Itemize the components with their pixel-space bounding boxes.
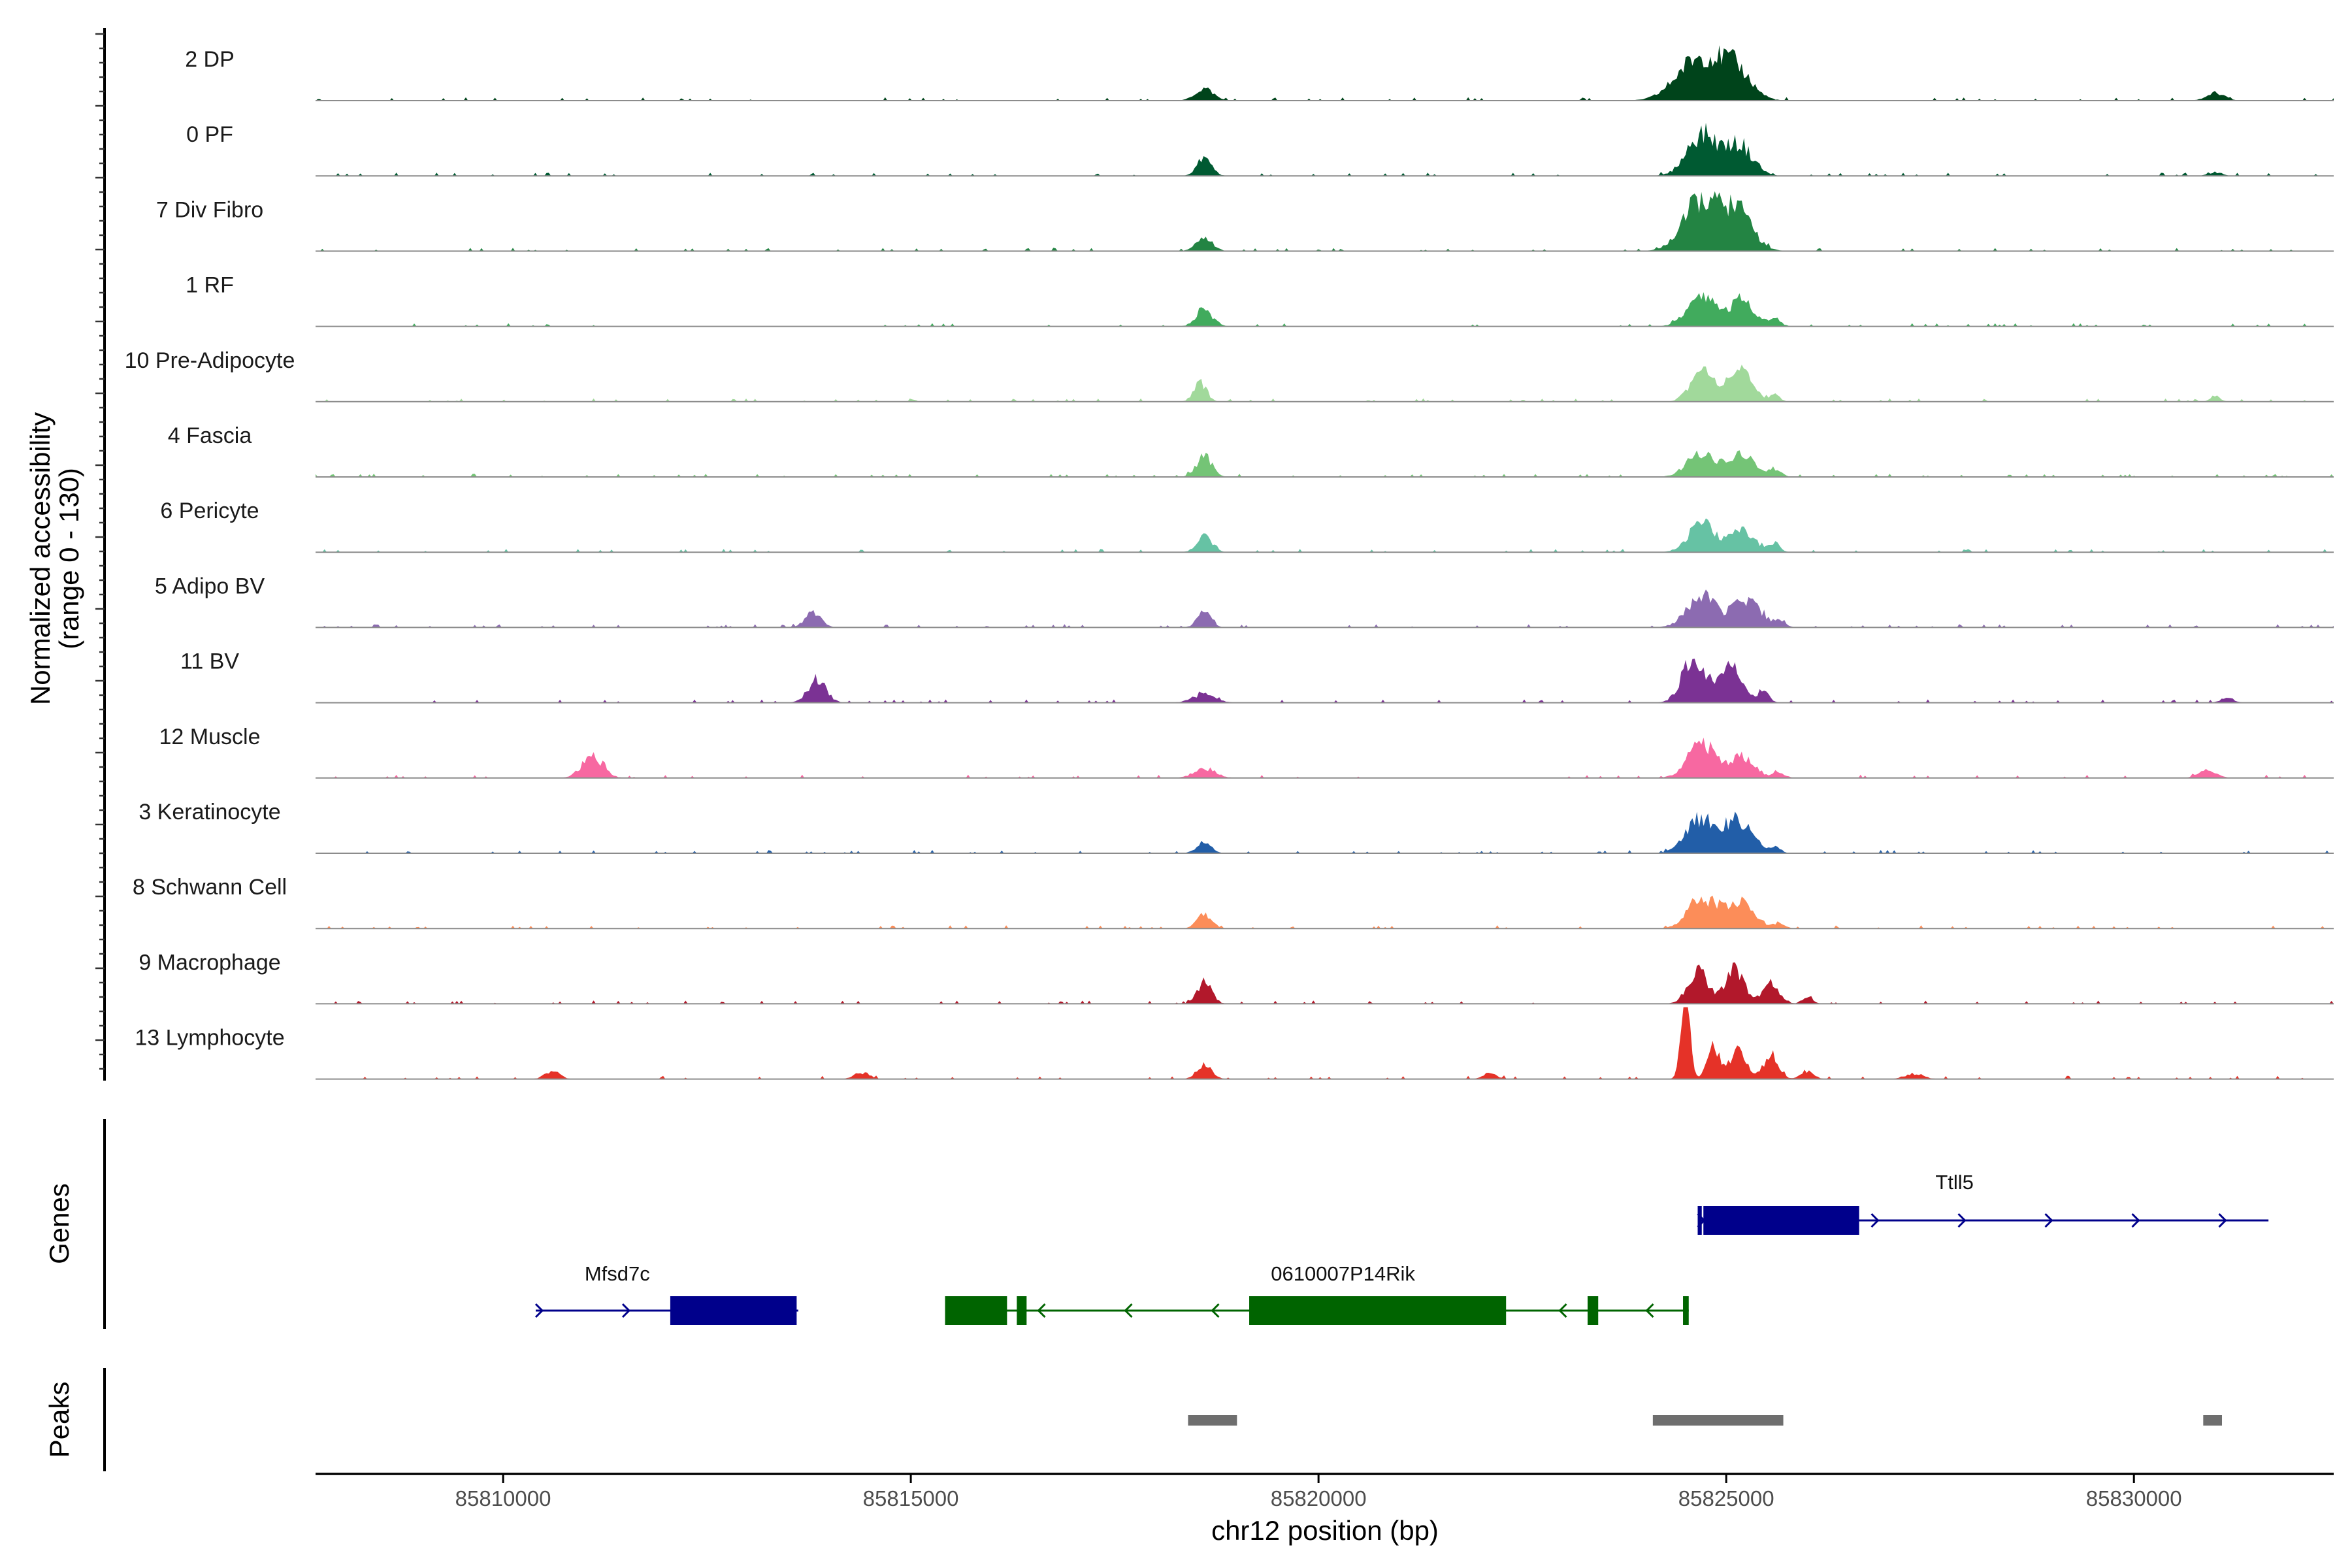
track-11: 3 Keratinocyte (139, 800, 2334, 854)
exon (1697, 1206, 1702, 1235)
strand-chevron (1957, 1213, 1967, 1228)
strand-chevron (1645, 1303, 1654, 1318)
track-label: 8 Schwann Cell (133, 875, 287, 900)
gene-label: 0610007P14Rik (1271, 1262, 1415, 1285)
strand-chevron (1558, 1303, 1567, 1318)
track-label: 12 Muscle (159, 725, 261, 749)
accessibility-range: (range 0 - 130) (54, 468, 84, 649)
gene-label: Ttll5 (1935, 1171, 1974, 1194)
track-label: 9 Macrophage (139, 950, 280, 975)
track-2: 0 PF (186, 122, 2334, 177)
track-label: 3 Keratinocyte (139, 800, 280, 825)
strand-chevron (621, 1303, 631, 1318)
exon (1017, 1296, 1027, 1325)
peak-region (1188, 1415, 1237, 1426)
strand-chevron (2218, 1213, 2227, 1228)
exon (1683, 1296, 1689, 1325)
x-tick-label: 85820000 (1271, 1486, 1367, 1511)
exon (670, 1296, 797, 1325)
x-axis-title: chr12 position (bp) (1211, 1515, 1439, 1546)
track-1: 2 DP (185, 45, 2334, 101)
x-tick-label: 85810000 (455, 1486, 551, 1511)
strand-chevron (534, 1303, 544, 1318)
track-9: 11 BV (180, 649, 2334, 704)
x-axis-ticks: 85810000 85815000 85820000 85825000 85830000 (455, 1474, 2182, 1511)
track-label: 6 Pericyte (160, 498, 259, 523)
track-6: 4 Fascia (168, 423, 2334, 478)
strand-chevron (1870, 1213, 1880, 1228)
accessibility-title: Normalized accessibility (25, 412, 56, 705)
gene-label: Mfsd7c (585, 1262, 650, 1285)
gene-annotation: Ttll5 Mfsd7c 0610007P14Rik (534, 1171, 2269, 1325)
exon (1249, 1296, 1507, 1325)
track-label: 10 Pre-Adipocyte (125, 348, 295, 373)
strand-chevron (2131, 1213, 2140, 1228)
track-label: 0 PF (186, 122, 233, 147)
coverage-area (316, 659, 2334, 703)
genes-title: Genes (44, 1183, 74, 1264)
track-4: 1 RF (186, 273, 2334, 327)
track-label: 5 Adipo BV (155, 574, 265, 598)
gene-Ttll5: Ttll5 (1697, 1171, 2269, 1235)
peaks-title: Peaks (44, 1382, 74, 1458)
peak-annotation (1188, 1415, 2223, 1426)
strand-chevron (1124, 1303, 1133, 1318)
track-5: 10 Pre-Adipocyte (125, 348, 2334, 402)
gene-Mfsd7c: Mfsd7c (534, 1262, 798, 1325)
coverage-area (316, 589, 2334, 628)
track-12: 8 Schwann Cell (133, 875, 2334, 930)
track-8: 5 Adipo BV (155, 574, 2334, 629)
x-tick-label: 85815000 (863, 1486, 959, 1511)
track-label: 7 Div Fibro (156, 197, 263, 222)
track-14: 13 Lymphocyte (135, 1007, 2334, 1080)
track-label: 11 BV (180, 649, 239, 674)
coverage-tracks: 2 DP 0 PF 7 Div Fibro 1 RF 10 Pre-Adipocyte 4… (125, 45, 2334, 1080)
x-tick-label: 85825000 (1678, 1486, 1774, 1511)
exon (1588, 1296, 1599, 1325)
track-7: 6 Pericyte (160, 498, 2334, 553)
track-label: 1 RF (186, 273, 234, 298)
x-axis: 85810000 85815000 85820000 85825000 85830000… (316, 1473, 2334, 1546)
exon (1703, 1206, 1859, 1235)
track-label: 2 DP (185, 47, 235, 72)
track-label: 4 Fascia (168, 423, 252, 448)
accessibility-y-axis (95, 28, 106, 1081)
strand-chevron (1211, 1303, 1220, 1318)
x-tick-label: 85830000 (2086, 1486, 2182, 1511)
peak-region (2203, 1415, 2223, 1426)
strand-chevron (2044, 1213, 2053, 1228)
accessibility-ticks (95, 33, 105, 1070)
exon (945, 1296, 1007, 1325)
peak-region (1652, 1415, 1784, 1426)
gene-0610007P14Rik: 0610007P14Rik (945, 1262, 1689, 1325)
track-10: 12 Muscle (159, 725, 2334, 779)
track-label: 13 Lymphocyte (135, 1026, 284, 1051)
track-3: 7 Div Fibro (156, 191, 2334, 252)
strand-chevron (1037, 1303, 1046, 1318)
track-13: 9 Macrophage (139, 950, 2334, 1005)
